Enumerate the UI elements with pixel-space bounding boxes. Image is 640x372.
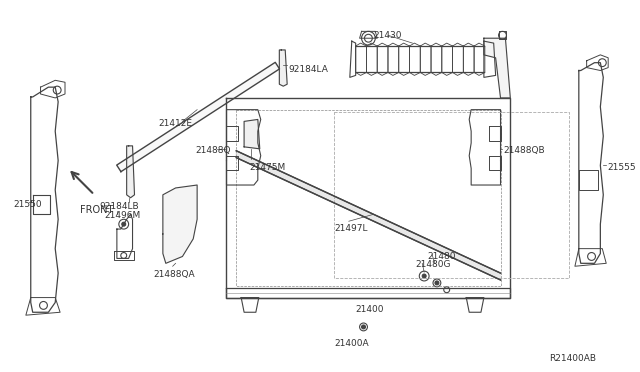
Polygon shape [163, 185, 197, 263]
Text: 21496M: 21496M [104, 211, 140, 221]
Text: 21488Q: 21488Q [195, 146, 230, 155]
Text: 21488QB: 21488QB [504, 146, 545, 155]
Text: 21400A: 21400A [335, 339, 369, 348]
Text: 21480: 21480 [427, 251, 456, 260]
Text: 21412E: 21412E [158, 119, 192, 128]
Text: 92184LB: 92184LB [99, 202, 139, 211]
Polygon shape [127, 146, 134, 198]
Polygon shape [116, 62, 280, 171]
Text: 92184LA: 92184LA [288, 65, 328, 74]
Polygon shape [244, 119, 260, 149]
Text: R21400AB: R21400AB [550, 355, 596, 363]
Polygon shape [236, 151, 500, 280]
Text: 21497L: 21497L [334, 224, 367, 233]
Polygon shape [279, 50, 287, 86]
Polygon shape [484, 38, 510, 98]
Circle shape [435, 281, 439, 285]
Text: 21555: 21555 [607, 163, 636, 171]
Circle shape [122, 222, 125, 226]
Text: 21430: 21430 [374, 31, 402, 41]
Text: 21488QA: 21488QA [153, 270, 195, 279]
Text: FRONT: FRONT [80, 205, 113, 215]
Circle shape [362, 325, 365, 329]
Circle shape [422, 274, 426, 278]
Text: 21400: 21400 [356, 305, 384, 314]
Text: 21550: 21550 [13, 200, 42, 209]
Text: 21475M: 21475M [249, 163, 285, 171]
Text: 21480G: 21480G [415, 260, 451, 269]
